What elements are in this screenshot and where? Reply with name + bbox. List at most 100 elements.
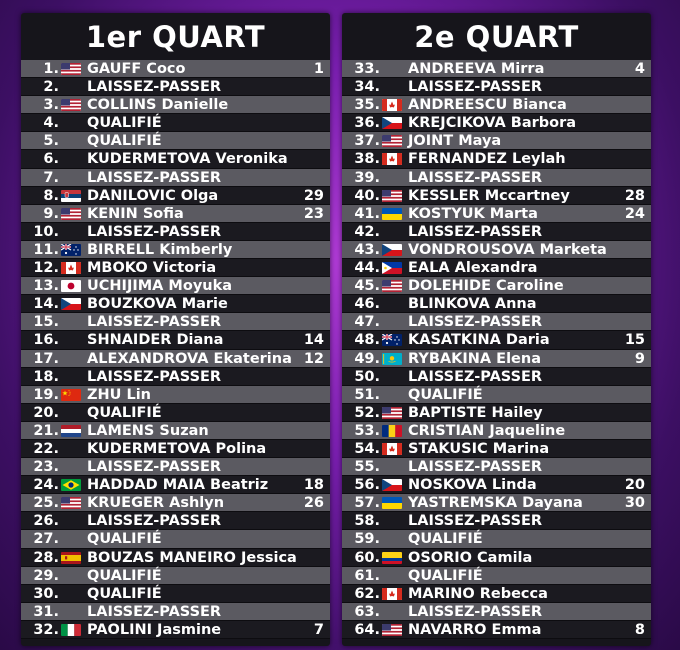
draw-row: 4. QUALIFIÉ bbox=[21, 114, 330, 133]
draw-row: 8. DANILOVIC Olga 29 bbox=[21, 186, 330, 205]
draw-row: 42. LAISSEZ-PASSER bbox=[342, 222, 651, 241]
seed-number: 29 bbox=[303, 187, 324, 204]
draw-position: 58. bbox=[354, 513, 380, 530]
draw-position: 23. bbox=[33, 459, 59, 476]
draw-row: 19. ZHU Lin bbox=[21, 385, 330, 404]
draw-position: 43. bbox=[354, 241, 380, 258]
player-name: QUALIFIÉ bbox=[87, 585, 162, 602]
seed-number: 1 bbox=[313, 61, 324, 77]
draw-position: 17. bbox=[33, 350, 59, 367]
second-quarter-title: 2e QUART bbox=[414, 20, 579, 54]
draw-row: 31. LAISSEZ-PASSER bbox=[21, 602, 330, 621]
player-name: KRUEGER Ashlyn bbox=[87, 495, 225, 512]
draw-position: 21. bbox=[33, 422, 59, 439]
draw-position: 22. bbox=[33, 440, 59, 457]
player-name: KUDERMETOVA Polina bbox=[87, 440, 267, 457]
player-name: QUALIFIÉ bbox=[87, 404, 162, 421]
draw-position: 61. bbox=[354, 567, 380, 584]
draw-row: 38. FERNANDEZ Leylah bbox=[342, 150, 651, 169]
draw-row: 3. COLLINS Danielle bbox=[21, 96, 330, 115]
draw-position: 8. bbox=[43, 187, 59, 204]
draw-row: 46. BLINKOVA Anna bbox=[342, 295, 651, 314]
draw-row: 17. ALEXANDROVA Ekaterina 12 bbox=[21, 349, 330, 368]
draw-position: 29. bbox=[33, 567, 59, 584]
usa-flag-icon bbox=[382, 189, 402, 202]
player-name: RYBAKINA Elena bbox=[408, 350, 541, 367]
draw-position: 44. bbox=[354, 260, 380, 277]
usa-flag-icon bbox=[382, 280, 402, 293]
player-name: BLINKOVA Anna bbox=[408, 296, 537, 313]
draw-position: 3. bbox=[43, 97, 59, 114]
draw-row: 58. LAISSEZ-PASSER bbox=[342, 512, 651, 531]
draw-row: 12. MBOKO Victoria bbox=[21, 259, 330, 278]
draw-position: 24. bbox=[33, 477, 59, 494]
draw-position: 27. bbox=[33, 531, 59, 548]
draw-row: 25. KRUEGER Ashlyn 26 bbox=[21, 494, 330, 513]
player-name: BOUZAS MANEIRO Jessica bbox=[87, 549, 297, 566]
draw-row: 22. KUDERMETOVA Polina bbox=[21, 439, 330, 459]
seed-number: 24 bbox=[624, 205, 645, 222]
draw-position: 59. bbox=[354, 531, 380, 548]
player-name: FERNANDEZ Leylah bbox=[408, 151, 566, 168]
draw-row: 26. LAISSEZ-PASSER bbox=[21, 512, 330, 531]
player-name: QUALIFIÉ bbox=[87, 115, 162, 132]
draw-position: 52. bbox=[354, 404, 380, 421]
player-name: LAISSEZ-PASSER bbox=[87, 459, 222, 476]
draw-row: 63. LAISSEZ-PASSER bbox=[342, 602, 651, 621]
draw-row: 23. LAISSEZ-PASSER bbox=[21, 458, 330, 477]
canada-flag-icon bbox=[382, 442, 402, 455]
player-name: LAMENS Suzan bbox=[87, 422, 209, 439]
player-name: QUALIFIÉ bbox=[408, 386, 483, 403]
canada-flag-icon bbox=[61, 262, 81, 275]
draw-row: 39. LAISSEZ-PASSER bbox=[342, 168, 651, 187]
player-name: QUALIFIÉ bbox=[87, 133, 162, 150]
player-name: YASTREMSKA Dayana bbox=[408, 495, 583, 512]
usa-flag-icon bbox=[382, 406, 402, 419]
usa-flag-icon bbox=[382, 623, 402, 636]
player-name: LAISSEZ-PASSER bbox=[87, 603, 222, 620]
draw-position: 31. bbox=[33, 603, 59, 620]
usa-flag-icon bbox=[61, 99, 81, 112]
draw-position: 37. bbox=[354, 133, 380, 150]
philippines-flag-icon bbox=[382, 262, 402, 275]
serbia-flag-icon bbox=[61, 189, 81, 202]
player-name: BIRRELL Kimberly bbox=[87, 241, 233, 258]
player-name: LAISSEZ-PASSER bbox=[87, 513, 222, 530]
player-name: LAISSEZ-PASSER bbox=[87, 169, 222, 186]
draw-position: 57. bbox=[354, 495, 380, 512]
draw-row: 1. GAUFF Coco 1 bbox=[21, 60, 330, 79]
draw-row: 54. STAKUSIC Marina bbox=[342, 439, 651, 459]
draw-position: 13. bbox=[33, 278, 59, 295]
spain-flag-icon bbox=[61, 551, 81, 564]
draw-position: 19. bbox=[33, 386, 59, 403]
player-name: LAISSEZ-PASSER bbox=[87, 223, 222, 240]
netherlands-flag-icon bbox=[61, 424, 81, 437]
seed-number: 12 bbox=[303, 350, 324, 367]
draw-position: 18. bbox=[33, 368, 59, 385]
draw-position: 55. bbox=[354, 459, 380, 476]
draw-row: 59. QUALIFIÉ bbox=[342, 530, 651, 549]
draw-position: 39. bbox=[354, 169, 380, 186]
player-name: OSORIO Camila bbox=[408, 549, 533, 566]
draw-position: 32. bbox=[33, 621, 59, 638]
second-quarter-panel: 2e QUART 33. ANDREEVA Mirra 4 34. LAISSEZ-PA… bbox=[342, 13, 651, 646]
player-name: ALEXANDROVA Ekaterina bbox=[87, 350, 292, 367]
draw-position: 15. bbox=[33, 314, 59, 331]
player-name: JOINT Maya bbox=[408, 133, 502, 150]
first-quarter-draw-list: 1. GAUFF Coco 1 2. LAISSEZ-PASSER 3. COLLINS D… bbox=[21, 60, 330, 639]
draw-row: 50. LAISSEZ-PASSER bbox=[342, 367, 651, 386]
czech-flag-icon bbox=[61, 298, 81, 311]
draw-row: 64. NAVARRO Emma 8 bbox=[342, 620, 651, 639]
player-name: BOUZKOVA Marie bbox=[87, 296, 228, 313]
player-name: NAVARRO Emma bbox=[408, 621, 542, 638]
player-name: KESSLER Mccartney bbox=[408, 187, 570, 204]
draw-position: 40. bbox=[354, 187, 380, 204]
seed-number: 18 bbox=[303, 477, 324, 494]
player-name: QUALIFIÉ bbox=[408, 531, 483, 548]
draw-row: 44. EALA Alexandra bbox=[342, 259, 651, 278]
player-name: LAISSEZ-PASSER bbox=[408, 79, 543, 96]
player-name: MBOKO Victoria bbox=[87, 260, 217, 277]
player-name: LAISSEZ-PASSER bbox=[87, 314, 222, 331]
draw-row: 30. QUALIFIÉ bbox=[21, 584, 330, 603]
draw-position: 62. bbox=[354, 585, 380, 602]
